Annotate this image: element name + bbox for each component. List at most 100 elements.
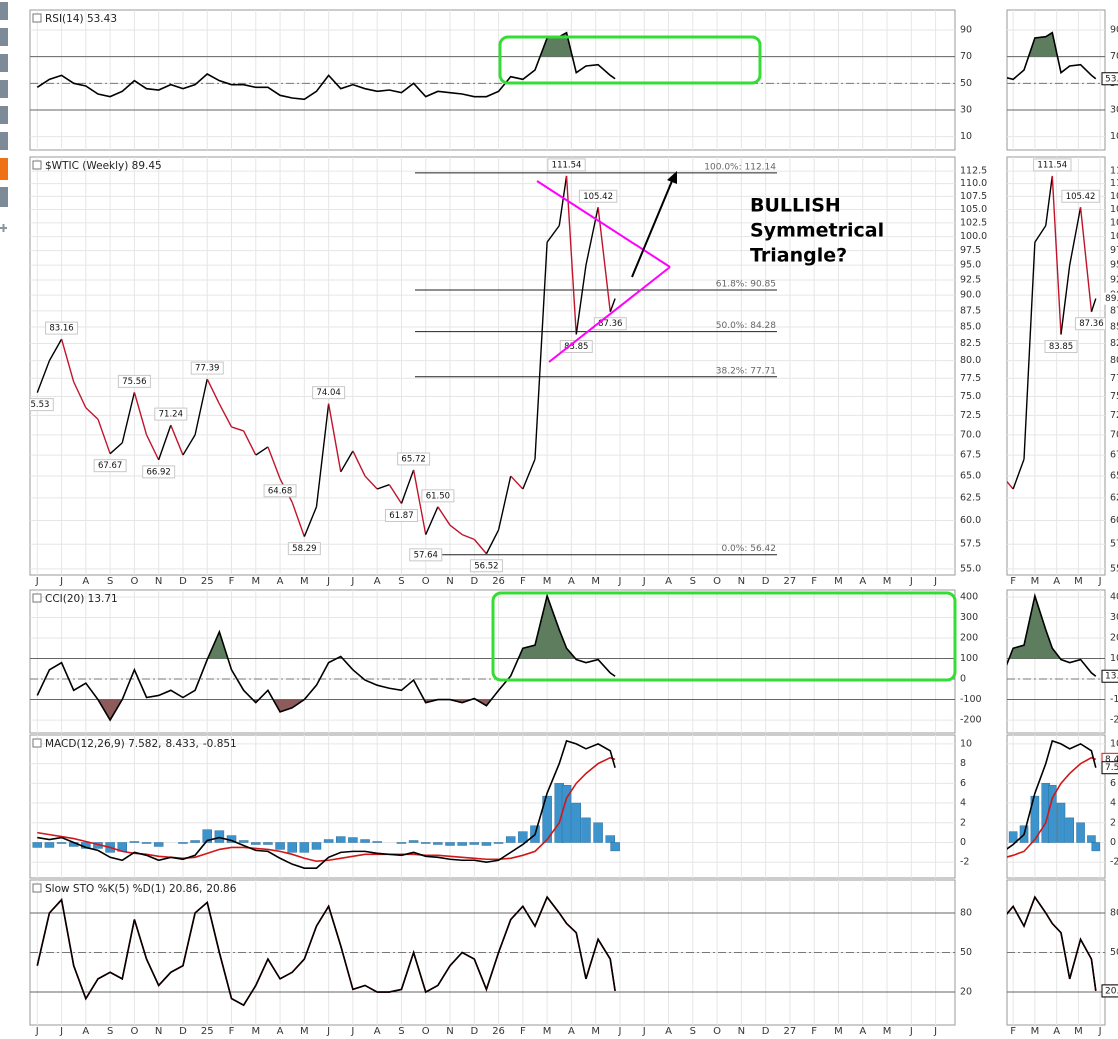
x-tick-label: A bbox=[859, 576, 866, 587]
price-segment bbox=[1060, 265, 1071, 335]
y-tick-label: 110.0 bbox=[1110, 178, 1118, 189]
fibonacci-label: 100.0%: 112.14 bbox=[704, 162, 776, 172]
fill-region bbox=[97, 699, 492, 721]
tool-button[interactable] bbox=[0, 132, 8, 150]
fibonacci-label: 0.0%: 56.42 bbox=[721, 544, 776, 554]
y-tick-label: 105.0 bbox=[1110, 204, 1118, 215]
y-tick-label: 100.0 bbox=[960, 231, 987, 242]
annotation: Triangle? bbox=[750, 245, 847, 267]
price-segment bbox=[85, 407, 99, 420]
tool-button[interactable] bbox=[0, 28, 8, 46]
price-segment bbox=[1012, 458, 1025, 490]
histogram-bar bbox=[1091, 842, 1101, 852]
x-tick-label: J bbox=[617, 576, 621, 587]
y-tick-label: 0 bbox=[960, 837, 966, 848]
drawing-overlay bbox=[491, 35, 957, 682]
histogram-bar bbox=[610, 842, 620, 852]
tool-button[interactable] bbox=[0, 187, 8, 207]
price-segment bbox=[1007, 480, 1014, 490]
x-tick-label: M bbox=[883, 1026, 892, 1037]
y-tick-label: 102.5 bbox=[1110, 217, 1118, 228]
price-segment bbox=[461, 533, 475, 541]
x-tick-label: N bbox=[738, 576, 745, 587]
indicator-line bbox=[1007, 739, 1097, 850]
panel-frame bbox=[29, 9, 956, 151]
y-tick-label: 72.5 bbox=[1110, 410, 1118, 421]
last-value-label: 20.86 bbox=[1105, 986, 1118, 996]
y-tick-label: -2 bbox=[1110, 857, 1118, 868]
x-tick-label: N bbox=[446, 576, 453, 587]
y-tick-label: 65.0 bbox=[1110, 471, 1118, 482]
x-tick-label: J bbox=[326, 576, 330, 587]
y-tick-label: 77.5 bbox=[960, 373, 981, 384]
histogram-bar bbox=[141, 842, 152, 844]
price-segment bbox=[206, 378, 220, 405]
price-segment bbox=[231, 426, 244, 432]
price-label: 71.24 bbox=[159, 410, 183, 420]
panel: 83.1675.5671.2477.3974.0465.7261.50111.5… bbox=[1007, 157, 1105, 575]
price-label: 111.54 bbox=[552, 160, 582, 170]
y-tick-label: 77.5 bbox=[1110, 373, 1118, 384]
price-segment bbox=[340, 450, 354, 473]
x-tick-label: M bbox=[300, 1026, 309, 1037]
y-tick-label: 97.5 bbox=[1110, 245, 1118, 256]
x-tick-label: O bbox=[422, 576, 430, 587]
tool-button[interactable] bbox=[0, 80, 8, 98]
x-tick-label: A bbox=[277, 1026, 284, 1037]
price-segment bbox=[609, 298, 616, 312]
histogram-bar bbox=[275, 842, 285, 850]
histogram-bar bbox=[571, 802, 582, 843]
y-tick-label: 200 bbox=[960, 633, 978, 644]
price-segment bbox=[194, 378, 208, 436]
price-label-box bbox=[30, 398, 54, 412]
y-tick-label: 400 bbox=[960, 591, 978, 602]
histogram-bar bbox=[505, 836, 516, 843]
indicator-line bbox=[1007, 31, 1097, 81]
y-tick-label: 55.0 bbox=[1110, 563, 1118, 574]
x-tick-label: A bbox=[665, 576, 672, 587]
y-tick-label: -100 bbox=[1110, 694, 1118, 705]
tool-button[interactable] bbox=[0, 158, 8, 180]
legend-entry: -0.851 bbox=[203, 738, 237, 750]
y-tick-label: 85.0 bbox=[1110, 321, 1118, 332]
histogram-bar bbox=[542, 795, 552, 843]
y-tick-label: 10 bbox=[960, 131, 972, 142]
fill-region bbox=[37, 595, 616, 659]
tool-button[interactable] bbox=[0, 54, 8, 72]
price-label: 75.53 bbox=[25, 400, 49, 410]
x-tick-label: N bbox=[155, 1026, 162, 1037]
price-segment bbox=[1045, 175, 1053, 226]
price-segment bbox=[534, 242, 548, 460]
price-segment bbox=[60, 338, 75, 383]
y-tick-label: 50 bbox=[1110, 947, 1118, 958]
histogram-bar bbox=[311, 842, 322, 850]
last-value-tag bbox=[1102, 292, 1118, 305]
histogram-bar bbox=[287, 842, 297, 853]
y-tick-label: 67.5 bbox=[1110, 450, 1118, 461]
x-tick-label: O bbox=[713, 1026, 721, 1037]
price-segment bbox=[585, 207, 599, 266]
price-label: 61.50 bbox=[426, 491, 450, 501]
y-tick-label: 92.5 bbox=[960, 274, 981, 285]
price-label-box bbox=[384, 508, 418, 522]
indicator-line bbox=[36, 895, 616, 1007]
tool-button[interactable] bbox=[0, 106, 8, 124]
y-tick-label: 300 bbox=[1110, 612, 1118, 623]
x-tick-label: S bbox=[398, 576, 404, 587]
legend-entry: 8.433, bbox=[165, 738, 198, 750]
x-tick-label: M bbox=[591, 1026, 600, 1037]
price-label-box bbox=[287, 542, 321, 556]
y-tick-label: 400 bbox=[1110, 591, 1118, 602]
panel bbox=[1007, 590, 1105, 733]
x-tick-label: D bbox=[762, 576, 770, 587]
y-tick-label: 100 bbox=[1110, 653, 1118, 664]
price-label-box bbox=[190, 361, 224, 375]
x-tick-label: O bbox=[130, 1026, 138, 1037]
price-segment bbox=[352, 450, 366, 477]
x-tick-label: J bbox=[59, 576, 63, 587]
x-tick-label: D bbox=[179, 1026, 187, 1037]
y-tick-label: 90.0 bbox=[960, 290, 981, 301]
x-tick-label: A bbox=[568, 1026, 575, 1037]
tool-button[interactable] bbox=[0, 2, 8, 20]
panel bbox=[1007, 880, 1105, 1025]
